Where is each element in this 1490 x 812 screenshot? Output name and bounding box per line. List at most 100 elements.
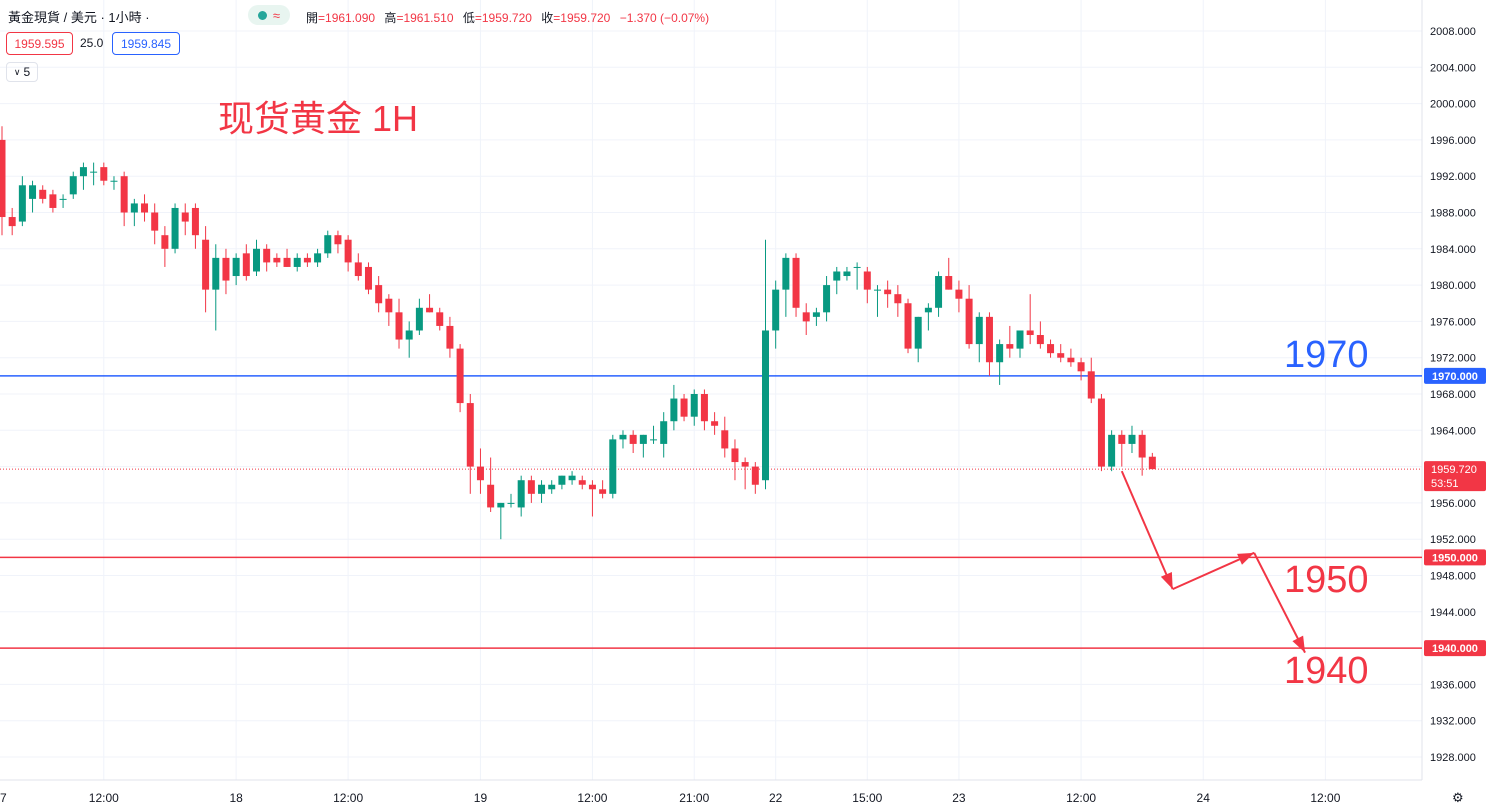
- candle-body: [629, 434, 637, 444]
- candle: [130, 198, 138, 227]
- candle-body: [660, 421, 668, 444]
- candle-body: [833, 271, 841, 281]
- x-tick-label: 12:00: [333, 791, 363, 805]
- candle-body: [578, 480, 586, 485]
- candle: [141, 194, 149, 222]
- market-open-dot-icon: [257, 10, 267, 20]
- candle-body: [171, 207, 179, 249]
- candle: [222, 248, 230, 295]
- candle-body: [538, 484, 546, 494]
- candle: [1006, 325, 1014, 358]
- candle: [721, 416, 729, 458]
- candle-body: [334, 235, 342, 245]
- candle: [914, 316, 922, 363]
- candle-body: [985, 316, 993, 363]
- candle: [273, 253, 281, 267]
- projection-arrows: [1120, 470, 1306, 654]
- candle-body: [222, 257, 230, 281]
- symbol-title[interactable]: 黃金現貨 / 美元 · 1小時 ·: [8, 7, 150, 26]
- settings-gear-icon[interactable]: ⚙: [1452, 790, 1464, 805]
- candle: [385, 294, 393, 326]
- candle-body: [79, 167, 87, 177]
- candle-body: [324, 235, 332, 254]
- candle: [191, 203, 199, 249]
- y-tick-label: 2008.000: [1430, 26, 1476, 38]
- indicators-count: 5: [23, 65, 31, 79]
- candle: [59, 194, 67, 208]
- x-tick-label: 12:00: [89, 791, 119, 805]
- candle-body: [863, 271, 871, 290]
- time-axis[interactable]: 7 12:00 18 12:00 19 12:00 21:00 22 15:00 23 12:00 2…: [0, 791, 1341, 805]
- projection-segment: [1253, 552, 1306, 654]
- x-tick-label: 15:00: [852, 791, 882, 805]
- candle-body: [823, 285, 831, 313]
- y-tick-label: 1968.000: [1430, 389, 1476, 401]
- candle-body: [100, 167, 108, 181]
- ohlc-low-label: 低: [462, 11, 475, 25]
- candle-body: [293, 257, 301, 267]
- candle-body: [1148, 456, 1156, 470]
- candle: [29, 180, 37, 213]
- candle-body: [1087, 371, 1095, 399]
- candle: [873, 285, 881, 317]
- candle-body: [90, 171, 98, 173]
- candle-body: [151, 212, 159, 231]
- candle-body: [853, 266, 861, 268]
- candle-body: [955, 289, 963, 299]
- buy-button[interactable]: 1959.845: [112, 32, 180, 55]
- last-price-label: 1959.720: [1431, 464, 1477, 476]
- candle: [1036, 321, 1044, 349]
- candle-body: [1036, 335, 1044, 345]
- candle-body: [904, 303, 912, 349]
- candle-body: [996, 344, 1004, 363]
- candle-body: [0, 139, 6, 218]
- candle: [751, 462, 759, 494]
- candle: [741, 457, 749, 490]
- candle-body: [609, 439, 617, 494]
- candle: [436, 307, 444, 331]
- candle: [212, 244, 220, 331]
- candle: [0, 126, 6, 236]
- ohlc-open-value: =1961.090: [318, 11, 376, 25]
- ohlc-open-label: 開: [306, 11, 319, 25]
- level-axis-tag: [1424, 549, 1486, 566]
- candle-body: [1026, 330, 1034, 336]
- candle: [263, 244, 271, 272]
- candle-body: [1097, 398, 1105, 467]
- candle-body: [1118, 434, 1126, 444]
- candle: [1148, 452, 1156, 470]
- level-axis-tag: [1424, 640, 1486, 657]
- candle-body: [110, 180, 118, 182]
- x-tick-label: 12:00: [1310, 791, 1340, 805]
- sell-button[interactable]: 1959.595: [6, 32, 73, 55]
- candle: [364, 262, 372, 295]
- indicators-toggle-button[interactable]: ∨ 5: [6, 62, 38, 82]
- last-price-tag: [1424, 461, 1486, 492]
- candle: [476, 448, 484, 494]
- candle: [965, 285, 973, 349]
- candle-body: [1108, 434, 1116, 467]
- candle-body: [446, 325, 454, 349]
- candle: [456, 344, 464, 413]
- candle-body: [497, 502, 505, 508]
- candle: [344, 235, 352, 272]
- candle: [609, 434, 617, 499]
- candle: [487, 457, 495, 512]
- market-status[interactable]: ≈: [248, 5, 290, 25]
- level-lines: [0, 375, 1422, 649]
- candle: [69, 171, 77, 199]
- candle-body: [517, 480, 525, 508]
- price-axis[interactable]: 2008.000 2004.000 2000.000 1996.000 1992.000…: [1424, 26, 1486, 764]
- candle: [1077, 357, 1085, 381]
- candle: [324, 230, 332, 258]
- ohlc-change-value: −1.370 (−0.07%): [619, 11, 710, 25]
- ohlc-high-label: 高: [384, 11, 397, 25]
- candle-body: [141, 203, 149, 213]
- projection-segment: [1120, 470, 1174, 590]
- candle: [700, 389, 708, 431]
- candle-body: [49, 194, 57, 208]
- arrow-head: [1237, 552, 1255, 565]
- y-tick-label: 1976.000: [1430, 316, 1476, 328]
- x-tick-label: 22: [769, 791, 783, 805]
